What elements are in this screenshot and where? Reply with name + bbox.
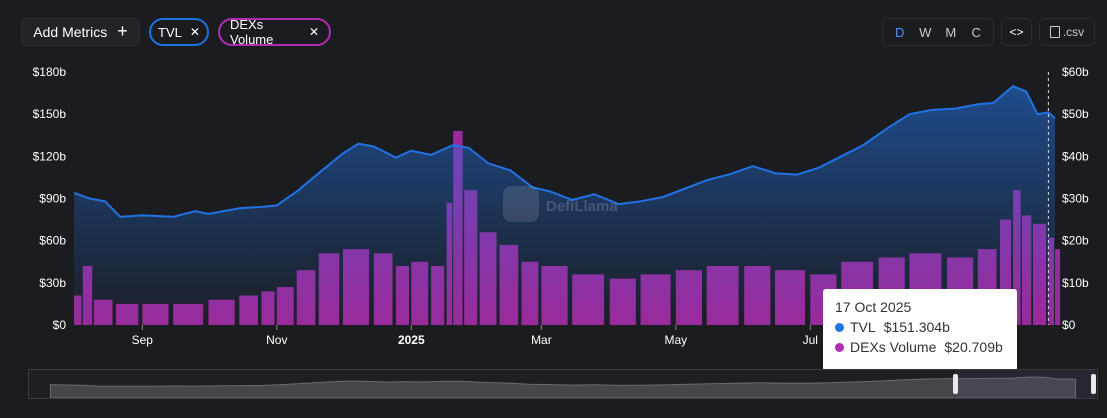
y-right-tick-label: $40b	[1062, 149, 1089, 163]
y-left-tick-label: $90b	[39, 192, 66, 206]
y-right-tick-label: $20b	[1062, 234, 1089, 248]
y-left-tick-label: $180b	[33, 65, 67, 79]
y-right-tick-label: $30b	[1062, 192, 1089, 206]
brush-overview	[49, 376, 1077, 398]
period-selector: D W M C	[882, 18, 994, 46]
tvl-area	[74, 86, 1055, 325]
file-icon	[1049, 26, 1060, 38]
y-left-tick-label: $60b	[39, 234, 66, 248]
brush-handle-left[interactable]	[953, 374, 958, 394]
tooltip-row-dexs-volume: DEXs Volume $20.709b	[835, 339, 1005, 355]
tvl-line	[73, 84, 1056, 218]
range-brush[interactable]	[28, 369, 1098, 399]
close-icon[interactable]: ✕	[308, 25, 319, 39]
x-tick-label: Mar	[531, 333, 552, 347]
y-right-tick-label: $10b	[1062, 276, 1089, 290]
series-dot	[835, 342, 844, 352]
metric-chip-label: DEXs Volume	[230, 17, 274, 47]
code-icon: <>	[1009, 25, 1024, 39]
y-axis-left: $0 $30b $60b $90b $120b $150b $180b	[33, 65, 67, 332]
y-right-tick-label: $60b	[1062, 65, 1089, 79]
y-left-tick-label: $120b	[33, 149, 67, 163]
y-left-tick-label: $30b	[39, 276, 66, 290]
brush-overview-area	[49, 376, 1077, 398]
add-metrics-label: Add Metrics	[33, 24, 108, 40]
chart-toolbar: Add Metrics + TVL ✕ DEXs Volume ✕ D W M …	[0, 0, 1107, 62]
embed-button[interactable]: <>	[1001, 18, 1032, 46]
tooltip-row-tvl: TVL $151.304b	[835, 319, 1005, 335]
metric-chip-label: TVL	[158, 24, 182, 40]
y-right-tick-label: $0	[1062, 318, 1076, 332]
close-icon[interactable]: ✕	[189, 25, 200, 39]
add-metrics-button[interactable]: Add Metrics +	[21, 18, 140, 46]
metric-chip-tvl[interactable]: TVL ✕	[149, 18, 209, 46]
x-tick-label: Nov	[266, 333, 287, 347]
x-tick-label: May	[664, 333, 687, 347]
tooltip-series-name: TVL	[850, 319, 876, 335]
series-dot	[835, 322, 844, 332]
y-axis-right: $0 $10b $20b $30b $40b $50b $60b	[1062, 65, 1089, 332]
y-left-tick-label: $0	[53, 318, 67, 332]
dex-volume-bar	[1055, 249, 1061, 325]
x-tick-label: Jul	[803, 333, 818, 347]
brush-handle-right[interactable]	[1091, 374, 1096, 394]
defillama-watermark: DefiLlama	[503, 186, 618, 222]
period-option-m[interactable]: M	[945, 24, 957, 40]
download-csv-button[interactable]: .csv	[1039, 18, 1095, 46]
plus-icon: +	[117, 21, 128, 41]
period-option-d[interactable]: D	[895, 24, 905, 40]
watermark-text: DefiLlama	[546, 198, 618, 215]
x-tick-label: Sep	[132, 333, 154, 347]
period-option-w[interactable]: W	[919, 24, 932, 40]
period-option-c[interactable]: C	[971, 24, 981, 40]
csv-label: .csv	[1062, 25, 1085, 39]
metric-chip-dexs-volume[interactable]: DEXs Volume ✕	[218, 17, 331, 47]
tooltip-date: 17 Oct 2025	[835, 299, 912, 315]
tooltip-series-value: $20.709b	[944, 339, 1003, 355]
y-left-tick-label: $150b	[33, 107, 67, 121]
tooltip-series-name: DEXs Volume	[850, 339, 937, 355]
y-right-tick-label: $50b	[1062, 107, 1089, 121]
chart-tooltip: 17 Oct 2025 TVL $151.304b DEXs Volume $2…	[823, 289, 1017, 371]
x-tick-label: 2025	[398, 333, 425, 347]
tooltip-series-value: $151.304b	[883, 319, 950, 335]
